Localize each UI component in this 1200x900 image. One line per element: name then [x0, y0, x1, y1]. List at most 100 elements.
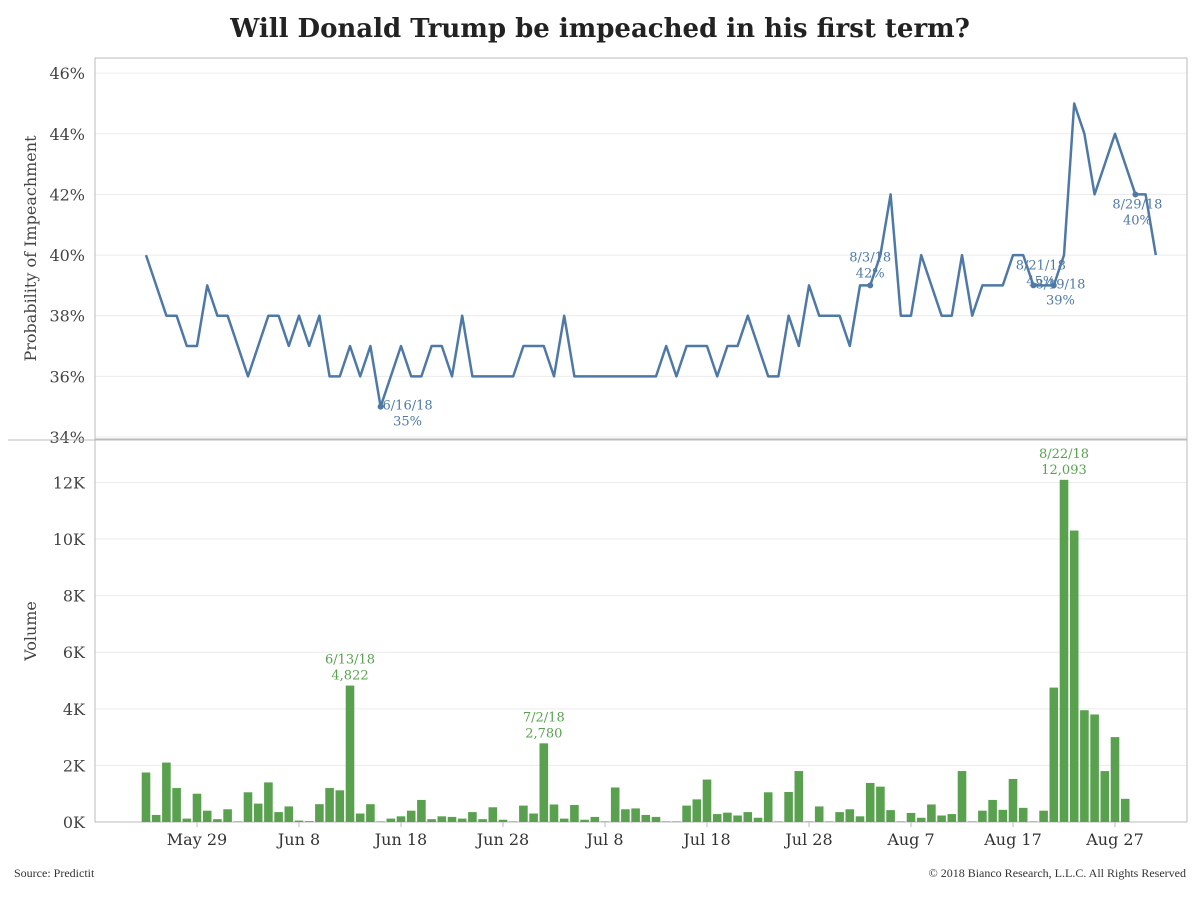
probability-line: [144, 102, 1158, 408]
volume-bar: [610, 787, 620, 822]
volume-bar: [631, 808, 640, 822]
volume-bar: [570, 805, 579, 822]
volume-bar: [519, 805, 528, 822]
volume-bar: [927, 804, 936, 822]
volume-bar: [223, 809, 232, 822]
x-tick-label: Jul 28: [783, 830, 832, 849]
volume-bar: [243, 792, 253, 822]
volume-bar: [172, 788, 181, 822]
x-tick-label: Jun 18: [373, 830, 427, 849]
volume-bar: [457, 818, 467, 822]
x-tick-label: Aug 7: [886, 830, 934, 849]
volume-bar: [957, 771, 967, 822]
volume-bar: [784, 792, 793, 822]
volume-bar: [1008, 778, 1018, 822]
volume-bar: [753, 817, 763, 822]
x-tick-label: Jun 28: [475, 830, 529, 849]
volume-bar: [549, 804, 559, 822]
volume-bar: [213, 819, 222, 822]
volume-bar: [141, 772, 151, 822]
volume-bar: [580, 819, 589, 822]
volume-bar: [233, 821, 243, 822]
volume-bar: [325, 788, 334, 822]
volume-bar: [1100, 771, 1110, 822]
line-y-tick-label: 46%: [49, 64, 85, 83]
volume-bar: [876, 786, 885, 822]
volume-bar: [600, 821, 610, 822]
volume-bar: [529, 813, 538, 822]
volume-bar: [498, 819, 508, 822]
volume-bar: [468, 812, 477, 822]
volume-bar: [886, 810, 895, 822]
volume-bar: [937, 815, 946, 822]
volume-bar: [763, 792, 773, 822]
volume-bar: [896, 821, 906, 822]
volume-bar: [202, 810, 212, 822]
annotation-point: [1050, 282, 1057, 289]
source-note: Source: Predictit: [14, 866, 95, 880]
volume-bar: [672, 821, 681, 822]
bar-y-axis-title: Volume: [21, 601, 40, 662]
volume-bar: [1080, 710, 1089, 822]
line-annotation-value: 39%: [1046, 293, 1075, 308]
volume-bar: [406, 810, 416, 822]
x-tick-label: May 29: [167, 830, 227, 849]
x-tick-label: Aug 27: [1085, 830, 1144, 849]
volume-bar: [651, 816, 661, 822]
volume-bar: [284, 806, 294, 822]
annotation-point: [1132, 191, 1139, 198]
line-panel-frame: [94, 57, 1188, 440]
line-annotation-date: 8/3/18: [849, 250, 891, 265]
chart-title: Will Donald Trump be impeached in his fi…: [230, 14, 970, 44]
volume-bar: [712, 814, 722, 822]
volume-bar: [835, 812, 844, 822]
volume-bar: [590, 816, 600, 822]
bar-y-tick-label: 0K: [63, 813, 86, 832]
volume-bar: [845, 809, 855, 822]
volume-bar: [1049, 687, 1059, 822]
x-tick-label: Jun 8: [276, 830, 320, 849]
volume-bar: [1039, 810, 1048, 822]
volume-bar: [1059, 479, 1069, 822]
bar-annotation-value: 12,093: [1041, 463, 1087, 478]
volume-bar: [794, 771, 804, 822]
volume-bar: [315, 804, 324, 822]
volume-bar: [559, 818, 569, 822]
volume-bar: [916, 817, 926, 822]
volume-bar: [182, 818, 192, 822]
volume-bar: [417, 799, 426, 822]
volume-bar: [855, 816, 865, 822]
volume-bar: [988, 799, 997, 822]
line-annotation-value: 40%: [1123, 213, 1152, 228]
volume-bar: [274, 812, 283, 822]
volume-bar: [743, 812, 753, 822]
x-tick-label: Jul 8: [584, 830, 623, 849]
bar-y-tick-label: 2K: [63, 756, 86, 775]
volume-bar: [1110, 737, 1120, 822]
volume-bar: [906, 812, 916, 822]
bar-y-tick-label: 4K: [63, 700, 86, 719]
line-annotation-value: 35%: [393, 415, 422, 430]
volume-bar: [192, 793, 202, 822]
volume-bar: [1090, 714, 1099, 822]
volume-bar: [661, 821, 671, 822]
bar-annotation-date: 8/22/18: [1039, 447, 1089, 462]
volume-bar: [304, 821, 314, 822]
line-annotation-date: 8/19/18: [1035, 277, 1085, 292]
volume-bar: [488, 807, 498, 822]
volume-bar: [396, 816, 406, 822]
volume-bar: [733, 815, 742, 822]
x-tick-label: Aug 17: [983, 830, 1042, 849]
volume-bar: [437, 816, 447, 822]
line-annotation-value: 42%: [856, 266, 885, 281]
volume-bar: [386, 818, 396, 822]
volume-bar: [702, 779, 712, 822]
volume-bar: [294, 820, 304, 822]
volume-bar: [1120, 798, 1130, 822]
line-y-tick-label: 44%: [49, 125, 85, 144]
volume-bar: [825, 821, 834, 822]
volume-bar: [539, 743, 549, 822]
volume-bar: [447, 816, 457, 822]
annotation-point: [377, 403, 384, 410]
